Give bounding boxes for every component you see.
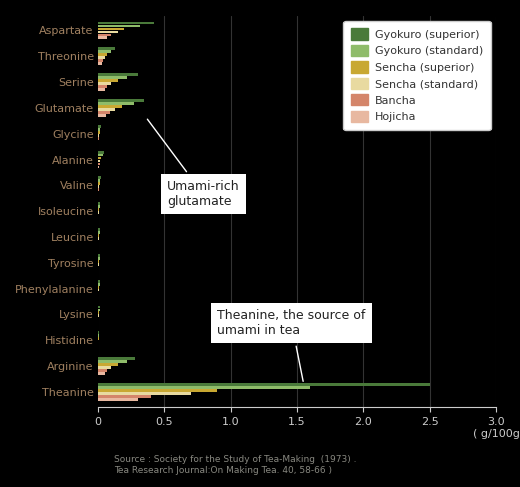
Bar [98, 206, 99, 208]
Bar [98, 114, 106, 117]
Legend: Gyokuro (superior), Gyokuro (standard), Sencha (superior), Sencha (standard), Ba: Gyokuro (superior), Gyokuro (standard), … [344, 20, 491, 130]
Bar [98, 157, 101, 159]
Bar [98, 286, 99, 288]
Bar [98, 176, 101, 179]
Bar [98, 99, 145, 102]
Bar [98, 62, 102, 65]
X-axis label: ( g/100g ): ( g/100g ) [473, 429, 520, 439]
Bar [98, 56, 105, 59]
Bar [98, 31, 118, 34]
Bar [98, 231, 99, 234]
Text: Umami-rich
glutamate: Umami-rich glutamate [147, 119, 240, 208]
Bar [98, 366, 111, 369]
Bar [98, 54, 107, 56]
Bar [98, 334, 99, 337]
Bar [98, 280, 100, 282]
Bar [98, 76, 127, 79]
Bar [98, 389, 217, 392]
Bar [98, 337, 99, 340]
Bar [98, 73, 138, 76]
Bar [98, 383, 430, 386]
Bar [98, 312, 99, 314]
Bar [98, 47, 115, 50]
Bar [98, 369, 107, 372]
Bar [98, 186, 99, 188]
Bar [98, 25, 140, 27]
Bar [98, 154, 102, 156]
Bar [98, 180, 100, 182]
Bar [98, 372, 105, 375]
Text: Theanine, the source of
umami in tea: Theanine, the source of umami in tea [217, 309, 366, 381]
Bar [98, 137, 99, 140]
Bar [98, 166, 99, 169]
Bar [98, 105, 122, 108]
Bar [98, 21, 154, 24]
Bar [98, 128, 100, 131]
Bar [98, 395, 151, 398]
Bar [98, 79, 118, 82]
Bar [98, 28, 124, 30]
Bar [98, 183, 99, 185]
Bar [98, 134, 99, 137]
Bar [98, 188, 99, 191]
Bar [98, 398, 138, 401]
Bar [98, 111, 110, 114]
Bar [98, 82, 111, 85]
Bar [98, 51, 111, 53]
Bar [98, 386, 310, 389]
Bar [98, 282, 99, 285]
Bar [98, 257, 99, 260]
Bar [98, 37, 107, 39]
Bar [98, 125, 101, 128]
Bar [98, 228, 100, 231]
Bar [98, 59, 103, 62]
Bar [98, 88, 105, 91]
Bar [98, 331, 99, 334]
Bar [98, 234, 99, 237]
Bar [98, 163, 99, 166]
Bar [98, 150, 104, 153]
Bar [98, 108, 115, 111]
Bar [98, 308, 99, 311]
Bar [98, 360, 127, 363]
Bar [98, 392, 191, 394]
Bar [98, 363, 118, 366]
Bar [98, 237, 99, 240]
Bar [98, 263, 99, 266]
Bar [98, 305, 100, 308]
Bar [98, 202, 100, 205]
Bar [98, 208, 99, 211]
Bar [98, 211, 99, 214]
Bar [98, 131, 99, 133]
Bar [98, 85, 107, 88]
Bar [98, 357, 135, 360]
Bar [98, 260, 99, 262]
Text: Source : Society for the Study of Tea-Making  (1973) .
Tea Research Journal:On M: Source : Society for the Study of Tea-Ma… [114, 455, 357, 475]
Bar [98, 34, 111, 37]
Bar [98, 254, 100, 257]
Bar [98, 160, 100, 163]
Bar [98, 102, 134, 105]
Bar [98, 289, 99, 292]
Bar [98, 315, 99, 317]
